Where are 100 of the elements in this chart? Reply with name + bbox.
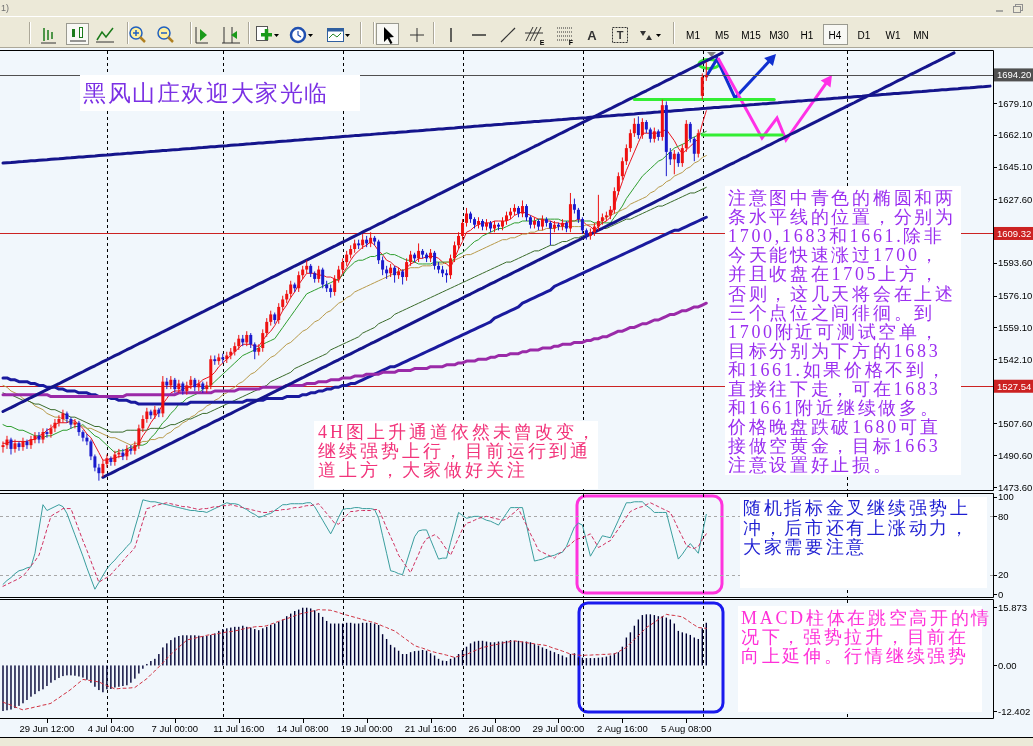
text: M5	[715, 29, 730, 41]
ref-line-label: 1609.32	[997, 227, 1032, 239]
y-tick-label: 1490.60	[998, 449, 1033, 461]
annotation: MACD柱体在跳空高开的情	[741, 608, 993, 628]
text: MN	[913, 29, 929, 41]
text: 1)	[1, 3, 10, 13]
x-tick-label: 4 Jul 04:00	[87, 723, 135, 734]
candlestick	[37, 431, 41, 444]
candlestick	[129, 444, 133, 456]
x-tick-label: 2 Aug 16:00	[597, 723, 648, 734]
annotation: 和1661附近继续做多。	[728, 398, 941, 419]
candlestick	[640, 117, 644, 140]
candlestick	[321, 267, 325, 289]
candlestick	[45, 427, 49, 439]
annotation: 随机指标金叉继续强势上	[743, 498, 971, 518]
ref-line-label: 1527.54	[997, 380, 1032, 392]
y-tick-label: 0	[998, 588, 1004, 600]
text: M30	[769, 29, 790, 41]
annotation: 条水平线的位置，分别为	[728, 207, 956, 228]
candlestick	[69, 416, 73, 429]
candlestick	[113, 450, 117, 467]
annotation: 三个点位之间徘徊。到	[728, 302, 935, 323]
annotation: 道上方，大家做好关注	[318, 460, 528, 481]
y-tick-label: 80	[998, 510, 1009, 522]
annotation: 继续强势上行，目前运行到通	[318, 441, 591, 462]
annotation: 否则，这几天将会在上述	[728, 283, 956, 304]
text: M15	[741, 29, 762, 41]
candlestick	[101, 459, 105, 478]
y-tick-label: 1679.10	[998, 97, 1033, 109]
annotation: 直接往下走，可在1683	[728, 379, 941, 399]
x-tick-label: 21 Jul 16:00	[404, 723, 457, 734]
text: W1	[885, 29, 901, 41]
candlestick	[125, 444, 129, 461]
candlestick	[628, 128, 632, 153]
candlestick	[624, 143, 628, 166]
annotation: 今天能快速涨过1700，	[728, 245, 941, 266]
candlestick	[297, 270, 301, 293]
annotation: 并且收盘在1705上方，	[728, 264, 941, 285]
annotation: 大家需要注意	[743, 537, 868, 557]
annotation: 注意设置好止损。	[728, 455, 894, 476]
x-tick-label: 5 Aug 08:00	[660, 723, 712, 734]
candlestick	[612, 186, 616, 215]
candlestick	[405, 257, 409, 282]
y-tick-label: 20	[998, 569, 1009, 581]
y-tick-label: 100	[998, 491, 1014, 503]
y-tick-label: 0.00	[998, 659, 1017, 671]
candlestick	[461, 218, 465, 241]
candlestick	[688, 121, 692, 144]
candlestick	[680, 143, 684, 168]
annotation: 和1661.如果价格不到，	[728, 359, 948, 380]
candlestick	[632, 117, 636, 138]
text: H1	[800, 29, 814, 41]
candlestick	[1, 440, 5, 454]
candlestick	[453, 241, 457, 263]
candlestick	[465, 207, 469, 228]
candlestick	[696, 128, 700, 158]
y-tick-label: 1473.60	[998, 481, 1033, 493]
y-tick-label: 1559.10	[998, 321, 1033, 333]
candlestick	[277, 302, 281, 325]
candlestick	[109, 455, 113, 467]
y-tick-label: 1593.60	[998, 257, 1033, 269]
annotation: 价格晚盘跌破1680可直	[727, 417, 941, 438]
x-tick-label: 19 Jul 00:00	[340, 723, 393, 734]
x-tick-label: 29 Jul 00:00	[532, 723, 585, 734]
candlestick	[65, 411, 69, 424]
candlestick	[433, 250, 437, 271]
annotation: 黑风山庄欢迎大家光临	[83, 80, 329, 106]
candlestick	[636, 115, 640, 140]
y-tick-label: -12.402	[998, 705, 1031, 717]
line-series	[2, 609, 707, 711]
candlestick	[261, 328, 265, 353]
candlestick	[13, 439, 17, 454]
annotation: 况下，强势拉升，目前在	[741, 627, 969, 647]
candlestick	[417, 242, 421, 263]
y-tick-label: 1507.60	[998, 418, 1033, 429]
candlestick	[377, 239, 381, 265]
candlestick	[61, 409, 65, 424]
text: D1	[857, 29, 871, 41]
candlestick	[73, 418, 77, 429]
candlestick	[704, 61, 708, 82]
text: M1	[686, 29, 701, 41]
candlestick	[21, 437, 25, 452]
y-tick-label: 1576.10	[998, 290, 1033, 302]
candlestick	[49, 424, 53, 439]
y-tick-label: 15.873	[998, 601, 1028, 613]
candlestick	[381, 255, 385, 276]
candlestick	[692, 136, 696, 162]
annotation: 向上延伸。行情继续强势	[741, 646, 969, 666]
candlestick	[25, 439, 29, 450]
y-tick-label: 1645.10	[998, 161, 1033, 173]
annotation: 接做空黄金，目标1663	[728, 436, 941, 457]
candlestick	[265, 317, 269, 338]
text: A	[587, 27, 598, 43]
x-tick-label: 11 Jul 16:00	[213, 723, 265, 734]
candlestick	[700, 72, 704, 101]
line-series	[1, 215, 708, 406]
y-tick-label: 1662.10	[998, 129, 1033, 141]
y-tick-label: 1627.60	[998, 193, 1033, 205]
annotation: 1700附近可测试空单，	[728, 321, 941, 342]
candlestick	[449, 254, 453, 280]
